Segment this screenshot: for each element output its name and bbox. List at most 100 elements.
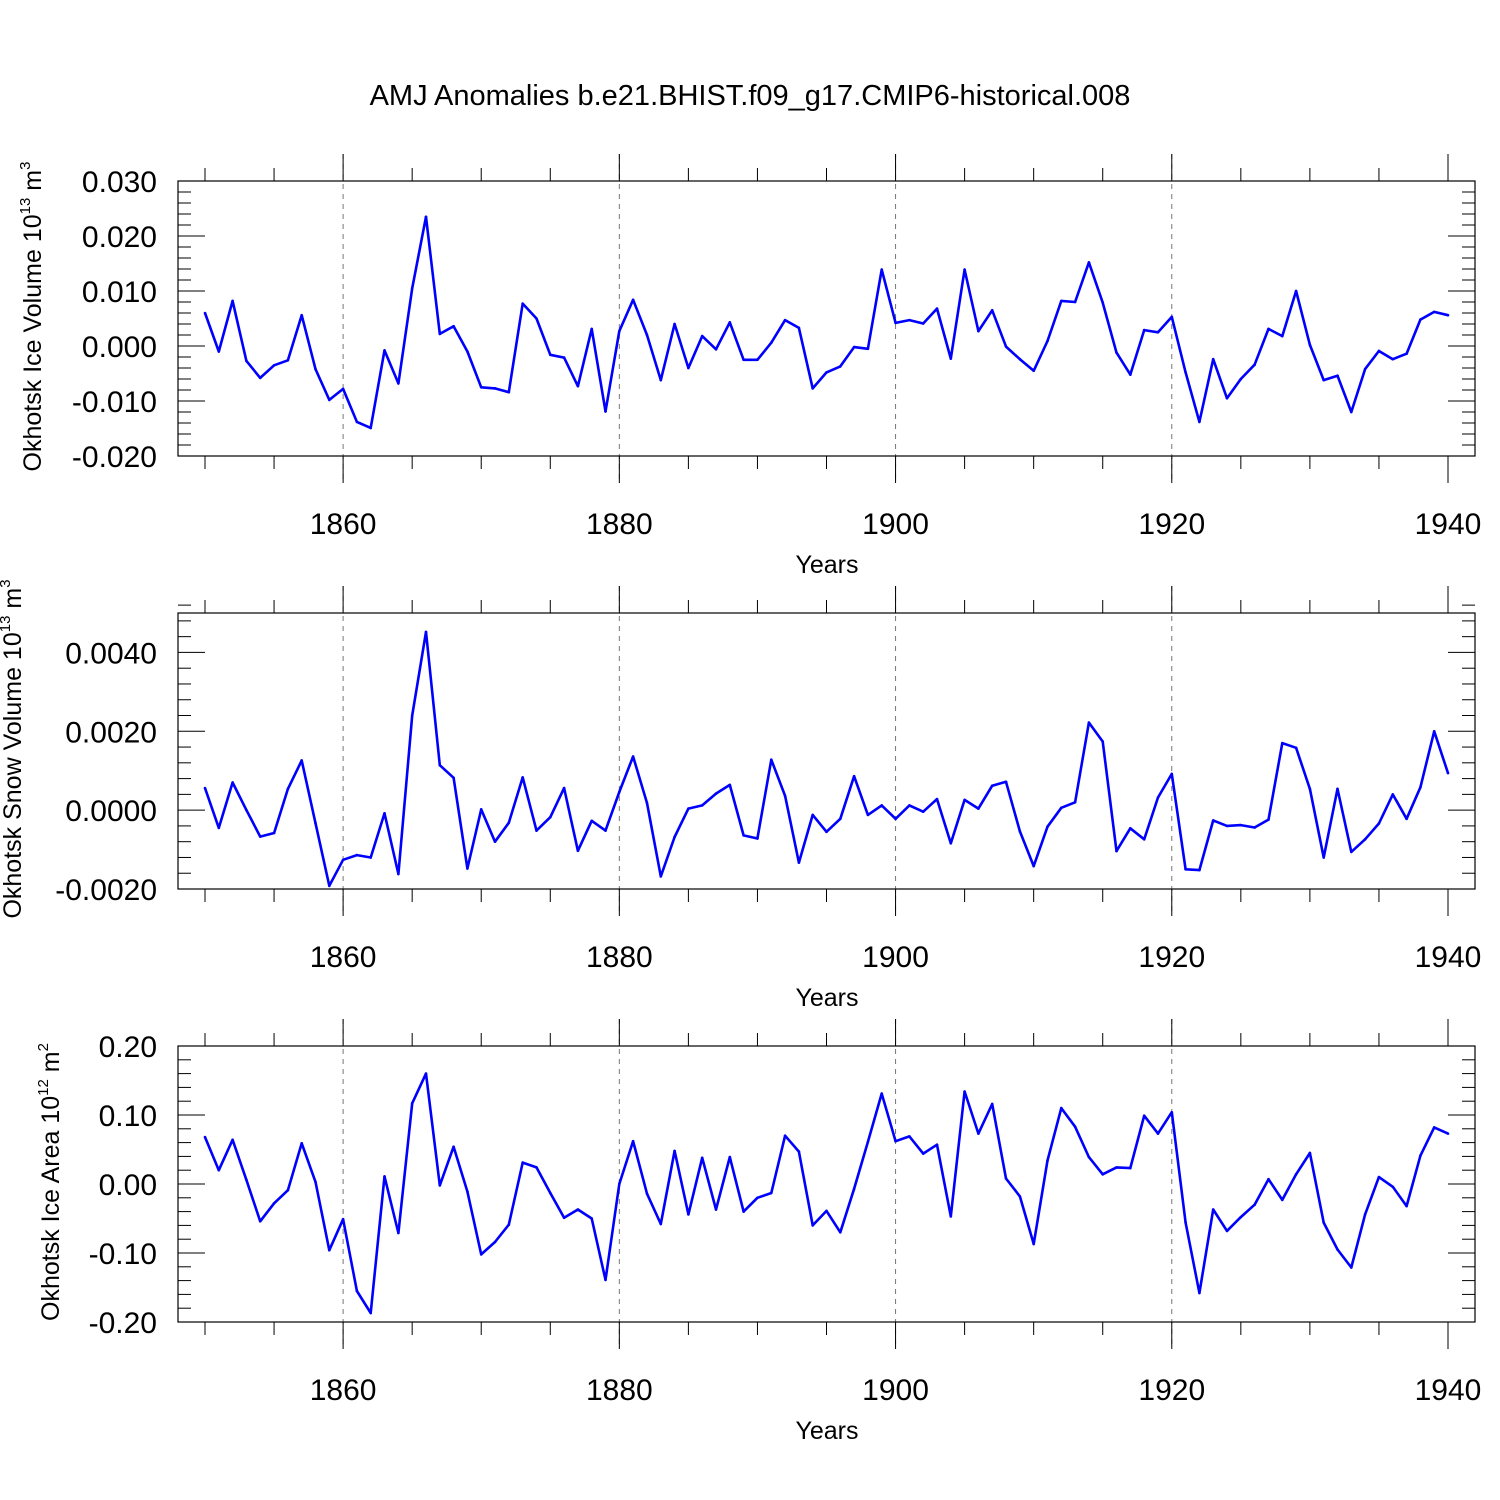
y-tick-label: 0.0000 [65,795,157,828]
data-point [1018,830,1022,833]
x-tick-label: 1920 [1138,1374,1205,1407]
data-point [590,327,594,331]
panel-ice-area: -0.20 -0.10 0.00 0.10 0.20 1860 1880 1900 1920 19… [35,1019,1481,1445]
x-tick-label: 1940 [1415,941,1482,974]
y-axis-label-exponent: 13 [0,616,14,633]
data-point [1115,1166,1118,1169]
x-tick-label: 1900 [862,1374,929,1407]
data-point [687,366,690,370]
y-axis-label-exponent: 13 [17,198,34,215]
y-tick-label: -0.020 [72,441,157,474]
data-point [1363,367,1367,371]
data-point [852,345,856,349]
y-axis-label-unit-exponent: 3 [0,579,14,587]
data-point [604,410,607,413]
data-point [1377,349,1381,353]
data-point [700,334,704,338]
data-point [756,837,759,840]
y-tick-label: 0.0020 [65,716,157,749]
data-point [286,359,290,362]
data-point [977,329,980,333]
data-point [935,1143,939,1146]
data-point [921,810,925,814]
x-tick-label: 1880 [586,508,653,541]
data-point [700,1156,704,1160]
data-point [1405,352,1408,356]
data-point [590,819,594,823]
data-point [1170,1110,1174,1114]
data-point [756,358,759,362]
data-point [479,385,483,389]
data-point [535,829,538,832]
data-point [769,758,773,761]
data-point [507,1223,511,1227]
data-point [1391,1185,1395,1189]
data-point [797,326,801,330]
data-point [272,1202,276,1205]
data-point [811,387,814,390]
x-tick-label: 1880 [586,1374,653,1407]
data-point [1198,868,1201,872]
data-point [977,1132,980,1135]
panel-ice-volume: -0.020 -0.010 0.000 0.010 0.020 0.030 1860 1880… [17,154,1481,579]
data-point [1239,1215,1243,1219]
y-tick-label: -0.0020 [55,874,157,907]
data-point [383,811,386,815]
data-point [1198,420,1201,424]
data-point [645,333,649,337]
data-point [424,1072,428,1075]
data-point [562,786,566,790]
data-point [203,1135,207,1139]
data-point [894,321,897,325]
data-point [1142,838,1146,841]
data-point [1308,1151,1312,1155]
data-point [1156,1132,1160,1135]
data-point [1405,817,1408,821]
data-point [383,349,386,352]
data-point [1391,357,1395,361]
data-point [631,1139,635,1143]
data-point [908,804,911,807]
series-line [203,630,1450,888]
data-point [217,350,221,353]
data-point [797,861,801,864]
data-point [397,382,400,385]
x-tick-label: 1860 [310,941,377,974]
y-axis-label-unit: m [0,588,27,616]
data-point [852,774,856,778]
data-point [756,1196,759,1200]
data-point [231,781,234,784]
x-tick-label: 1920 [1138,508,1205,541]
data-point [410,286,414,290]
data-point [1101,740,1105,743]
data-point [880,268,884,271]
data-point [272,363,276,367]
data-point [839,365,842,368]
x-tick-label: 1900 [862,941,929,974]
data-point [852,1187,856,1191]
data-point [1087,721,1091,724]
data-point [410,714,414,717]
data-point [328,1248,331,1252]
data-point [217,826,221,830]
data-point [1211,357,1215,361]
data-point [949,1215,953,1218]
y-axis-label: Okhotsk Snow Volume 1013 m3 [0,579,27,918]
data-point [479,808,483,811]
x-tick-label: 1920 [1138,941,1205,974]
data-point [1087,1155,1091,1159]
data-point [673,1149,676,1153]
y-tick-label: 0.030 [82,166,157,199]
data-point [1032,864,1035,868]
data-point [341,1217,345,1221]
y-tick-label: -0.20 [89,1307,157,1340]
y-tick-label: 0.00 [99,1169,157,1202]
data-point [742,358,745,362]
data-point [1225,1229,1229,1233]
data-point [355,853,359,857]
data-point [866,813,870,817]
data-point [272,831,276,835]
data-point [1294,746,1298,750]
data-point [466,350,469,353]
data-point [548,1191,552,1195]
